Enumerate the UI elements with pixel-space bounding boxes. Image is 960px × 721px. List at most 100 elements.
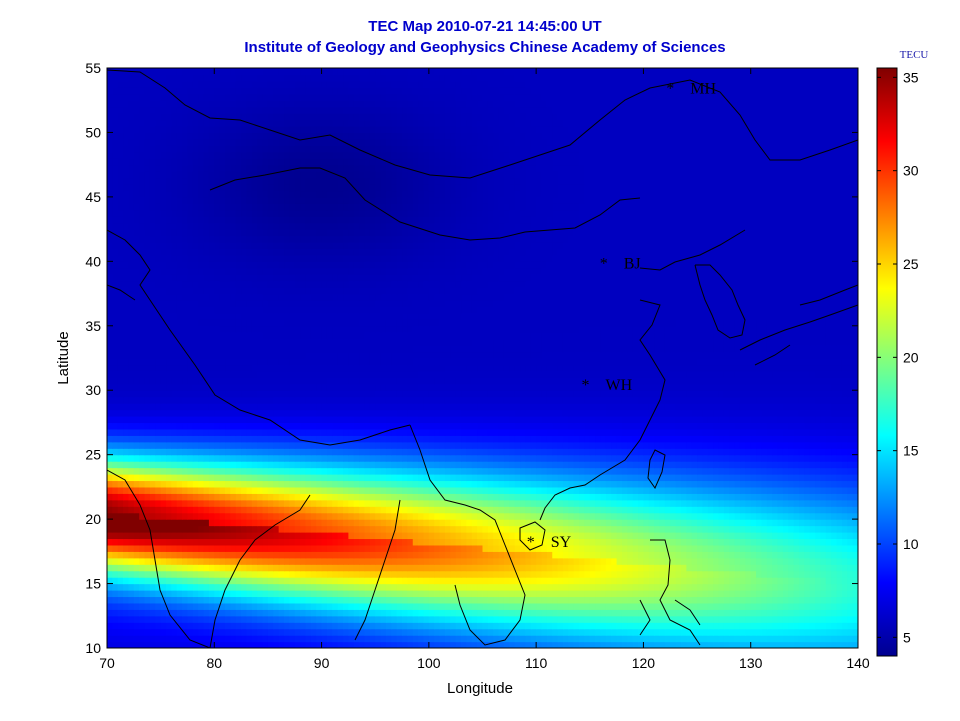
heatmap-cell — [203, 416, 210, 424]
heatmap-cell — [385, 532, 392, 540]
heatmap-cell — [686, 538, 693, 546]
heatmap-cell — [418, 480, 425, 488]
heatmap-cell — [659, 609, 666, 617]
heatmap-cell — [745, 474, 752, 482]
heatmap-cell — [530, 615, 537, 623]
heatmap-cell — [487, 544, 494, 552]
heatmap-cell — [825, 428, 832, 436]
heatmap-cell — [310, 454, 317, 462]
heatmap-cell — [316, 435, 323, 443]
heatmap-cell — [326, 557, 333, 565]
heatmap-cell — [756, 615, 763, 623]
heatmap-cell — [750, 428, 757, 436]
heatmap-cell — [407, 641, 414, 648]
heatmap-cell — [809, 538, 816, 546]
heatmap-cell — [214, 467, 221, 475]
heatmap-cell — [112, 493, 119, 501]
heatmap-cell — [289, 602, 296, 610]
heatmap-cell — [326, 519, 333, 527]
heatmap-cell — [579, 564, 586, 572]
heatmap-cell — [498, 416, 505, 424]
heatmap-cell — [332, 441, 339, 449]
heatmap-cell — [208, 602, 215, 610]
heatmap-cell — [369, 609, 376, 617]
heatmap-cell — [235, 577, 242, 585]
heatmap-cell — [632, 544, 639, 552]
heatmap-cell — [257, 499, 264, 507]
heatmap-cell — [713, 544, 720, 552]
heatmap-cell — [364, 635, 371, 643]
heatmap-cell — [702, 480, 709, 488]
heatmap-cell — [611, 570, 618, 578]
heatmap-cell — [187, 461, 194, 469]
heatmap-cell — [326, 493, 333, 501]
heatmap-cell — [428, 486, 435, 494]
heatmap-cell — [498, 564, 505, 572]
heatmap-cell — [455, 493, 462, 501]
heatmap-cell — [745, 590, 752, 598]
heatmap-cell — [718, 480, 725, 488]
heatmap-cell — [627, 577, 634, 585]
heatmap-cell — [761, 461, 768, 469]
heatmap-cell — [182, 448, 189, 456]
heatmap-cell — [348, 538, 355, 546]
heatmap-cell — [444, 441, 451, 449]
heatmap-cell — [182, 486, 189, 494]
heatmap-cell — [584, 570, 591, 578]
heatmap-cell — [262, 628, 269, 636]
heatmap-cell — [589, 532, 596, 540]
heatmap-cell — [498, 512, 505, 520]
heatmap-cell — [208, 519, 215, 527]
heatmap-cell — [804, 467, 811, 475]
heatmap-cell — [176, 635, 183, 643]
heatmap-cell — [627, 467, 634, 475]
heatmap-cell — [450, 448, 457, 456]
heatmap-cell — [734, 467, 741, 475]
heatmap-cell — [750, 590, 757, 598]
heatmap-cell — [310, 512, 317, 520]
heatmap-cell — [546, 416, 553, 424]
heatmap-cell — [595, 428, 602, 436]
heatmap-cell — [745, 635, 752, 643]
heatmap-cell — [284, 622, 290, 630]
heatmap-cell — [739, 525, 746, 533]
heatmap-cell — [477, 441, 484, 449]
heatmap-cell — [670, 570, 677, 578]
heatmap-cell — [359, 474, 366, 482]
heatmap-cell — [836, 441, 843, 449]
heatmap-cell — [809, 486, 816, 494]
heatmap-cell — [418, 422, 425, 430]
heatmap-cell — [412, 583, 419, 591]
heatmap-cell — [300, 461, 307, 469]
heatmap-cell — [729, 583, 736, 591]
heatmap-cell — [375, 583, 382, 591]
heatmap-cell — [112, 512, 119, 520]
heatmap-cell — [718, 441, 725, 449]
heatmap-cell — [423, 564, 430, 572]
heatmap-cell — [214, 590, 221, 598]
heatmap-cell — [680, 544, 687, 552]
heatmap-cell — [107, 583, 113, 591]
heatmap-cell — [160, 602, 167, 610]
heatmap-cell — [359, 480, 366, 488]
heatmap-cell — [562, 590, 569, 598]
heatmap-cell — [503, 519, 510, 527]
heatmap-cell — [251, 474, 258, 482]
heatmap-cell — [369, 461, 376, 469]
heatmap-cell — [648, 641, 655, 648]
heatmap-cell — [444, 493, 451, 501]
heatmap-cell — [187, 577, 194, 585]
heatmap-cell — [777, 493, 784, 501]
heatmap-cell — [214, 557, 221, 565]
heatmap-cell — [246, 622, 253, 630]
heatmap-cell — [536, 519, 543, 527]
heatmap-cell — [841, 435, 848, 443]
heatmap-cell — [729, 564, 736, 572]
heatmap-cell — [407, 622, 414, 630]
heatmap-cell — [503, 454, 510, 462]
heatmap-cell — [241, 609, 248, 617]
heatmap-cell — [675, 615, 682, 623]
heatmap-cell — [632, 628, 639, 636]
heatmap-cell — [225, 641, 231, 648]
heatmap-cell — [568, 474, 575, 482]
